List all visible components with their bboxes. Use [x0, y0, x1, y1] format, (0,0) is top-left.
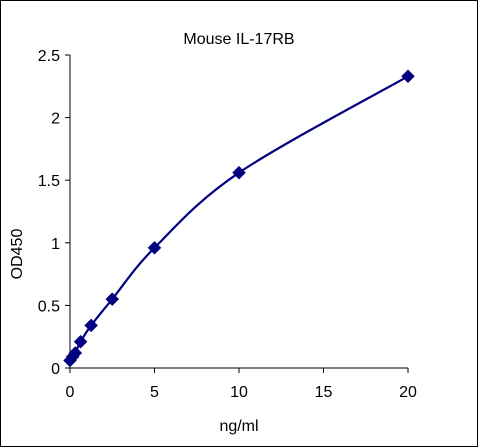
y-tick-label: 1.5 — [38, 173, 60, 190]
x-tick-label: 15 — [315, 384, 333, 401]
x-axis-label: ng/ml — [219, 418, 258, 435]
y-tick-label: 1 — [51, 236, 60, 253]
data-point-marker — [147, 240, 162, 255]
x-tick-label: 0 — [66, 384, 75, 401]
data-point-marker — [84, 318, 98, 333]
y-tick-label: 0.5 — [38, 298, 60, 315]
y-tick-label: 2 — [51, 111, 60, 128]
data-point-marker — [73, 334, 88, 349]
series-line — [69, 75, 409, 362]
x-tick-label: 10 — [230, 384, 248, 401]
y-tick-label: 0 — [51, 361, 60, 378]
y-tick-label: 2.5 — [38, 48, 60, 65]
y-axis-label: OD450 — [9, 229, 26, 280]
data-point-marker — [401, 69, 415, 84]
chart-title: Mouse IL-17RB — [183, 31, 294, 48]
data-point-marker — [105, 292, 120, 306]
x-axis-ticks: 0 5 10 15 20 — [66, 368, 417, 401]
plot-axes — [69, 55, 408, 369]
x-tick-label: 5 — [150, 384, 159, 401]
x-tick-label: 20 — [399, 384, 417, 401]
y-axis-ticks: 0 0.5 1 1.5 2 2.5 — [38, 48, 70, 378]
data-points — [63, 69, 415, 368]
data-point-marker — [68, 346, 83, 360]
data-point-marker — [232, 165, 246, 180]
